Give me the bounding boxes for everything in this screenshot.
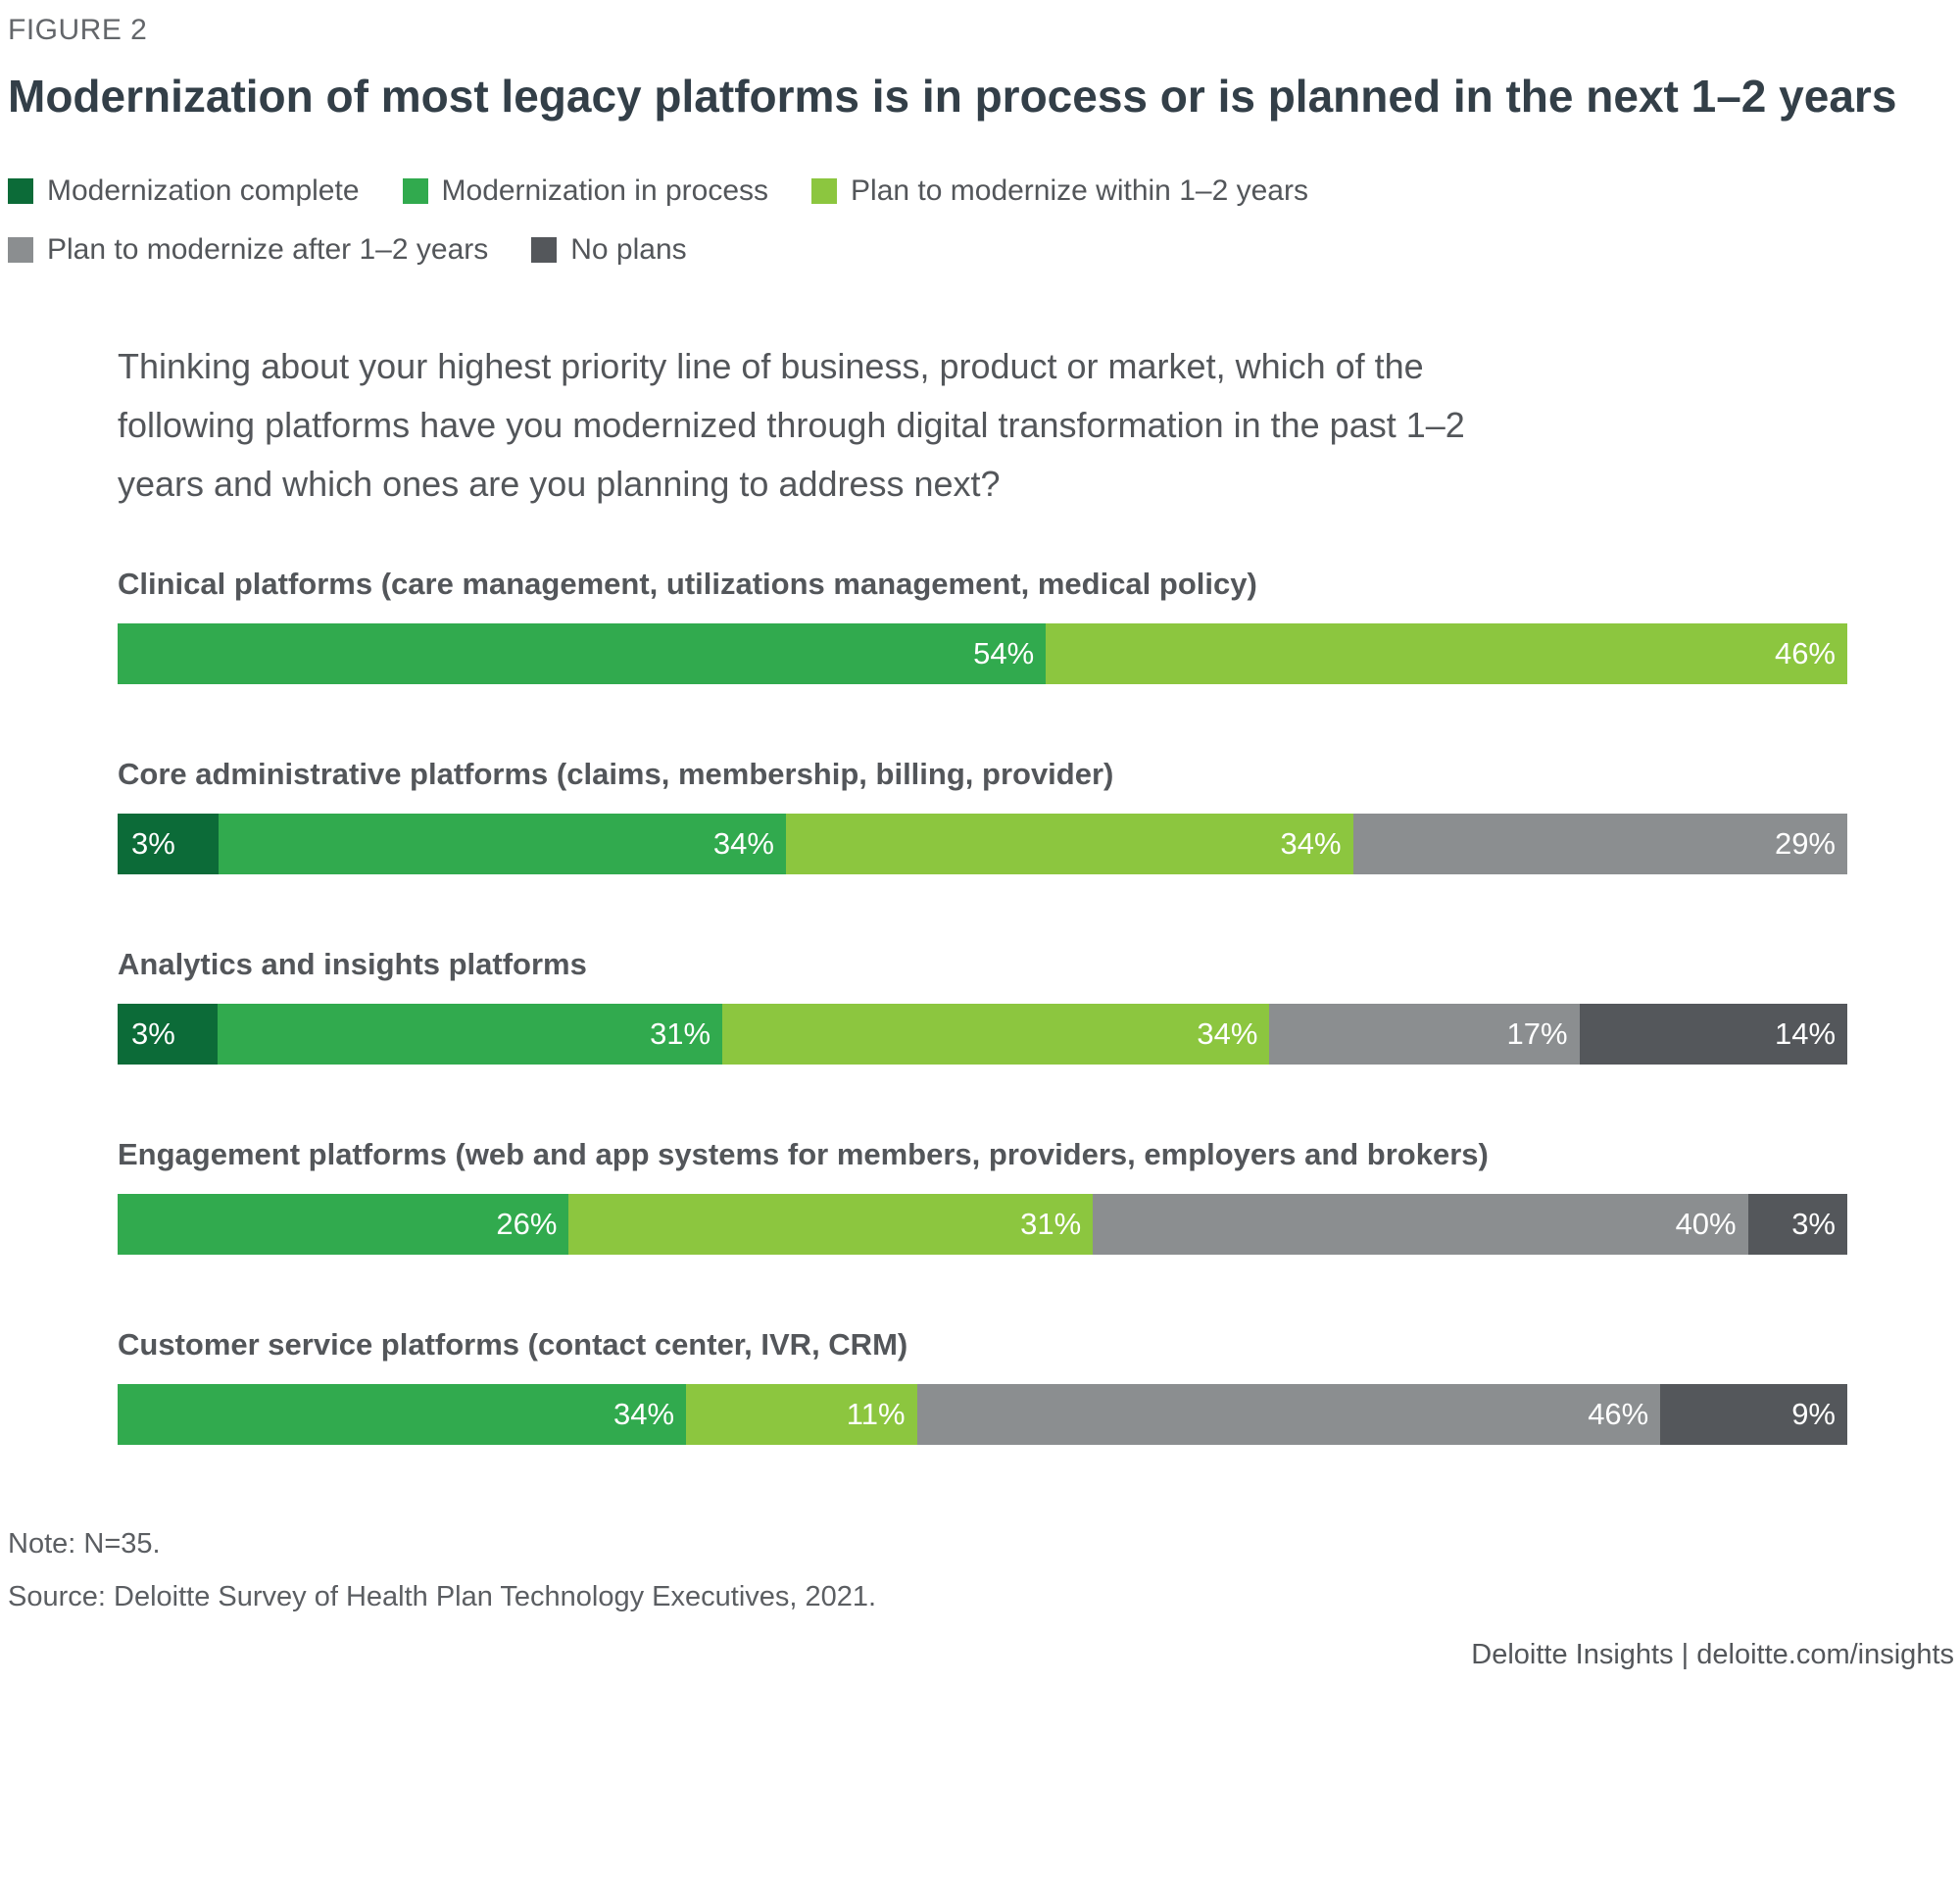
bar-segment: 3% [118,813,220,874]
legend-label: Plan to modernize after 1–2 years [47,232,489,266]
stacked-bar: 26% 31% 40% 3% [118,1193,1847,1255]
legend-item: Plan to modernize within 1–2 years [811,174,1308,208]
bar-group: Clinical platforms (care management, uti… [118,567,1847,684]
bar-segment: 31% [217,1003,723,1065]
stacked-bar: 54% 46% [118,622,1847,684]
bar-groups: Clinical platforms (care management, uti… [118,567,1848,1445]
bar-segment-label: 46% [1588,1396,1649,1431]
legend-swatch-icon [531,236,558,263]
bar-segment: 26% [118,1193,569,1255]
bar-segment-label: 11% [846,1396,906,1431]
bar-segment-label: 54% [973,635,1035,670]
legend-swatch-icon [8,177,33,204]
legend-swatch-icon [8,236,33,263]
category-label: Analytics and insights platforms [118,946,587,981]
bar-segment: 34% [219,813,786,874]
bar-segment-label: 9% [1791,1396,1836,1431]
bar-segment-label: 3% [1791,1206,1836,1241]
bar-segment: 31% [568,1193,1094,1255]
bar-segment: 29% [1352,813,1847,874]
legend-item: Plan to modernize after 1–2 years [8,233,488,267]
bar-group: Customer service platforms (contact cent… [118,1327,1847,1445]
note: Note: N=35. [8,1527,161,1560]
survey-question: Thinking about your highest priority lin… [118,345,1465,504]
bar-segment-label: 34% [712,825,774,861]
bar-segment: 34% [118,1383,687,1445]
bar-segment: 3% [118,1003,218,1065]
legend-label: Modernization complete [47,173,360,207]
bar-segment-label: 34% [1197,1016,1258,1051]
bar-segment-label: 3% [131,825,175,861]
bar-group: Core administrative platforms (claims, m… [118,757,1847,874]
bar-segment-label: 14% [1774,1016,1837,1051]
figure-card: FIGURE 2 Modernization of most legacy pl… [8,14,1956,1670]
source: Source: Deloitte Survey of Health Plan T… [8,1580,877,1612]
legend-item: Modernization in process [402,173,769,208]
bar-segment-label: 31% [1020,1206,1082,1241]
legend-row: Plan to modernize after 1–2 years No plan… [8,233,1956,267]
legend-swatch-icon [811,177,838,204]
bar-segment: 14% [1579,1003,1848,1065]
category-label: Engagement platforms (web and app system… [118,1136,1489,1171]
bar-segment: 40% [1093,1193,1748,1255]
category-label: Core administrative platforms (claims, m… [118,756,1114,791]
bar-segment: 9% [1660,1383,1847,1445]
bar-segment: 17% [1269,1003,1580,1065]
footer-brand: Deloitte Insights | deloitte.com/insight… [1471,1638,1954,1670]
figure-label: FIGURE 2 [8,14,148,46]
bar-segment-label: 40% [1675,1206,1737,1241]
bar-segment-label: 31% [650,1016,711,1051]
bar-segment-label: 29% [1774,825,1836,861]
bar-segment-label: 34% [1280,825,1342,861]
page-title: Modernization of most legacy platforms i… [8,71,1897,122]
bar-segment: 34% [785,813,1353,874]
bar-segment-label: 34% [613,1396,675,1431]
bar-segment-label: 17% [1506,1016,1568,1051]
footnotes: Note: N=35. Source: Deloitte Survey of H… [8,1517,1956,1623]
bar-group: Analytics and insights platforms 3% 31% 34%… [118,946,1848,1065]
legend-item: Modernization complete [8,174,360,208]
legend-label: Plan to modernize within 1–2 years [851,173,1308,207]
bar-segment: 11% [686,1383,917,1445]
bar-segment: 3% [1747,1193,1847,1255]
category-label: Clinical platforms (care management, uti… [118,566,1257,601]
chart: Thinking about your highest priority lin… [118,337,1848,1445]
bar-segment-label: 46% [1774,635,1836,670]
legend-label: Modernization in process [441,173,769,207]
legend-row: Modernization complete Modernization in p… [8,174,1956,208]
legend-item: No plans [531,232,687,267]
bar-segment: 34% [722,1003,1270,1065]
bar-segment: 54% [118,622,1047,684]
bar-segment: 46% [1046,622,1847,684]
stacked-bar: 3% 34% 34% 29% [118,813,1847,874]
bar-segment-label: 26% [496,1206,558,1241]
legend-swatch-icon [402,177,428,204]
stacked-bar: 34% 11% 46% 9% [118,1383,1847,1445]
legend: Modernization complete Modernization in p… [8,174,1956,267]
bar-segment: 46% [916,1383,1661,1445]
legend-label: No plans [570,232,687,266]
bar-group: Engagement platforms (web and app system… [118,1137,1847,1255]
bar-segment-label: 3% [131,1016,175,1051]
category-label: Customer service platforms (contact cent… [118,1326,908,1362]
stacked-bar: 3% 31% 34% 17% 14% [118,1003,1848,1065]
